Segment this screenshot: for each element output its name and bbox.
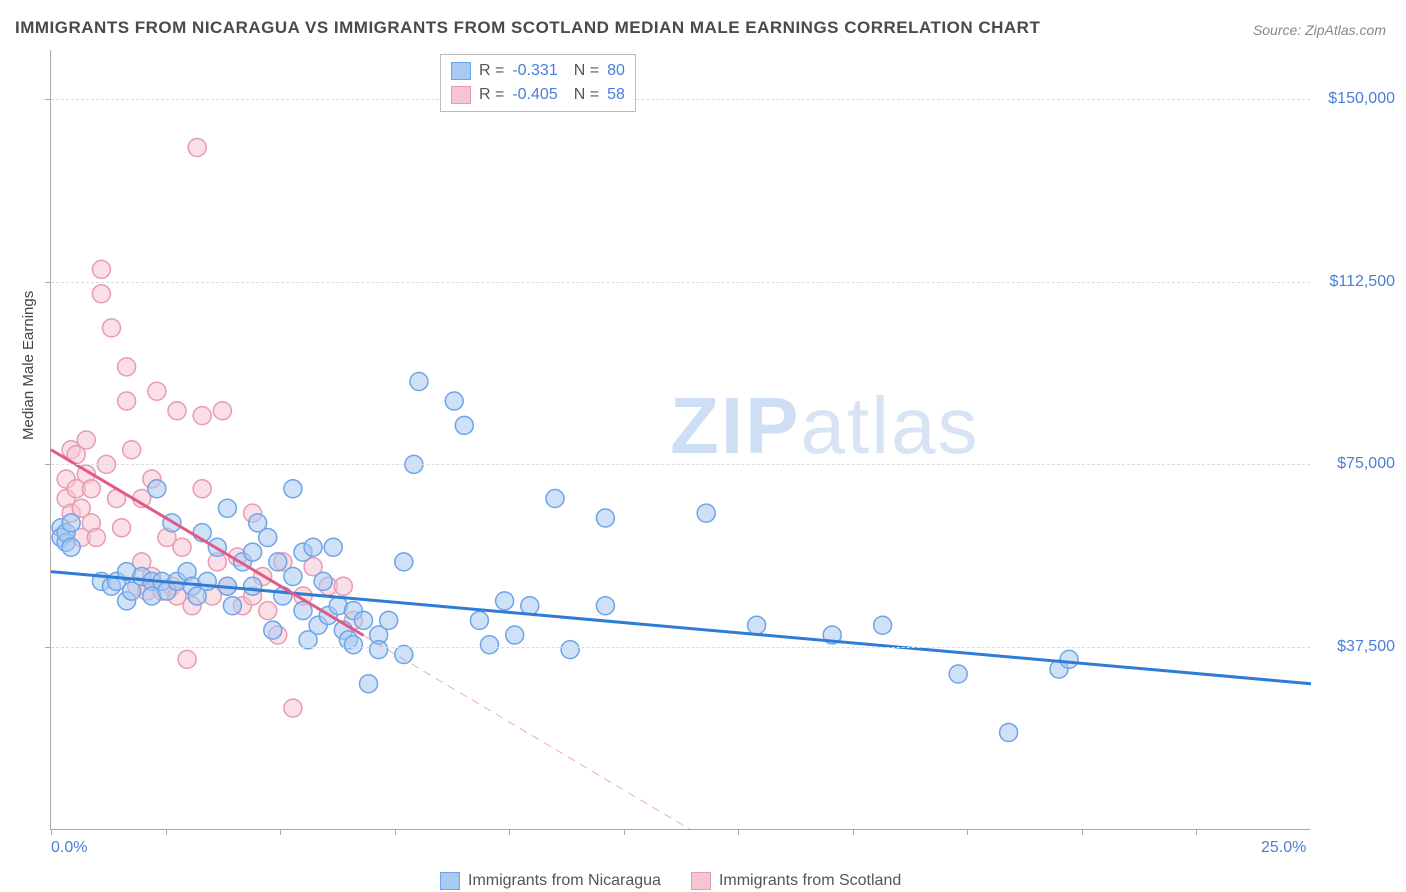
- y-tick-label: $75,000: [1315, 455, 1395, 473]
- scatter-point: [82, 480, 100, 498]
- scatter-point: [354, 611, 372, 629]
- scatter-point: [213, 402, 231, 420]
- swatch-scotland: [451, 86, 471, 104]
- plot-area: $37,500$75,000$112,500$150,0000.0%25.0%: [50, 50, 1310, 830]
- scatter-point: [521, 597, 539, 615]
- scatter-point: [506, 626, 524, 644]
- scatter-point: [455, 416, 473, 434]
- scatter-point: [259, 529, 277, 547]
- y-tick-label: $150,000: [1315, 90, 1395, 108]
- grid-line: [51, 99, 1310, 100]
- y-axis-title: Median Male Earnings: [20, 291, 37, 440]
- trend-line-scotland-dashed: [363, 635, 691, 830]
- scatter-point: [1060, 650, 1078, 668]
- scatter-point: [561, 641, 579, 659]
- scatter-point: [244, 543, 262, 561]
- scatter-point: [223, 597, 241, 615]
- scatter-point: [77, 431, 95, 449]
- scatter-point: [314, 572, 332, 590]
- scatter-point: [198, 572, 216, 590]
- n-label: N =: [574, 62, 599, 80]
- n-value-scotland: 58: [607, 86, 625, 104]
- scatter-point: [284, 699, 302, 717]
- scatter-point: [264, 621, 282, 639]
- scatter-point: [496, 592, 514, 610]
- source-attribution: Source: ZipAtlas.com: [1253, 22, 1386, 38]
- legend-row-nicaragua: R = -0.331 N = 80: [451, 59, 625, 83]
- scatter-point: [173, 538, 191, 556]
- r-value-nicaragua: -0.331: [512, 62, 557, 80]
- r-label: R =: [479, 62, 504, 80]
- scatter-point: [178, 650, 196, 668]
- r-label: R =: [479, 86, 504, 104]
- n-value-nicaragua: 80: [607, 62, 625, 80]
- scatter-point: [269, 553, 287, 571]
- y-tick-label: $37,500: [1315, 638, 1395, 656]
- x-tick-label: 25.0%: [1261, 839, 1306, 857]
- legend-item-scotland: Immigrants from Scotland: [691, 872, 901, 890]
- legend-label-nicaragua: Immigrants from Nicaragua: [468, 872, 661, 890]
- scatter-point: [284, 568, 302, 586]
- scatter-point: [102, 319, 120, 337]
- scatter-point: [1000, 724, 1018, 742]
- scatter-point: [118, 392, 136, 410]
- legend-item-nicaragua: Immigrants from Nicaragua: [440, 872, 661, 890]
- swatch-scotland: [691, 872, 711, 890]
- scatter-point: [380, 611, 398, 629]
- scatter-point: [188, 139, 206, 157]
- legend-label-scotland: Immigrants from Scotland: [719, 872, 901, 890]
- scatter-point: [360, 675, 378, 693]
- r-value-scotland: -0.405: [512, 86, 557, 104]
- scatter-point: [118, 358, 136, 376]
- scatter-point: [410, 373, 428, 391]
- scatter-point: [113, 519, 131, 537]
- swatch-nicaragua: [440, 872, 460, 890]
- scatter-point: [92, 285, 110, 303]
- scatter-point: [284, 480, 302, 498]
- scatter-point: [874, 616, 892, 634]
- grid-line: [51, 464, 1310, 465]
- scatter-point: [395, 553, 413, 571]
- scatter-point: [92, 260, 110, 278]
- grid-line: [51, 647, 1310, 648]
- swatch-nicaragua: [451, 62, 471, 80]
- scatter-point: [395, 646, 413, 664]
- scatter-point: [596, 597, 614, 615]
- scatter-point: [148, 382, 166, 400]
- legend-row-scotland: R = -0.405 N = 58: [451, 83, 625, 107]
- scatter-point: [344, 636, 362, 654]
- chart-svg: [51, 50, 1310, 829]
- scatter-point: [334, 577, 352, 595]
- scatter-point: [697, 504, 715, 522]
- scatter-point: [62, 514, 80, 532]
- correlation-legend: R = -0.331 N = 80 R = -0.405 N = 58: [440, 54, 636, 112]
- scatter-point: [304, 538, 322, 556]
- chart-title: IMMIGRANTS FROM NICARAGUA VS IMMIGRANTS …: [15, 18, 1040, 38]
- scatter-point: [259, 602, 277, 620]
- scatter-point: [949, 665, 967, 683]
- n-label: N =: [574, 86, 599, 104]
- scatter-point: [370, 641, 388, 659]
- scatter-point: [193, 407, 211, 425]
- scatter-point: [546, 490, 564, 508]
- scatter-point: [148, 480, 166, 498]
- scatter-point: [596, 509, 614, 527]
- scatter-point: [123, 441, 141, 459]
- scatter-point: [470, 611, 488, 629]
- scatter-point: [748, 616, 766, 634]
- scatter-point: [244, 577, 262, 595]
- grid-line: [51, 282, 1310, 283]
- scatter-point: [87, 529, 105, 547]
- scatter-point: [324, 538, 342, 556]
- trend-line-nicaragua: [51, 572, 1311, 684]
- scatter-point: [62, 538, 80, 556]
- scatter-point: [445, 392, 463, 410]
- y-tick-label: $112,500: [1315, 273, 1395, 291]
- scatter-point: [480, 636, 498, 654]
- scatter-point: [218, 499, 236, 517]
- scatter-point: [168, 402, 186, 420]
- x-tick-label: 0.0%: [51, 839, 87, 857]
- scatter-point: [193, 480, 211, 498]
- series-legend: Immigrants from Nicaragua Immigrants fro…: [440, 872, 901, 890]
